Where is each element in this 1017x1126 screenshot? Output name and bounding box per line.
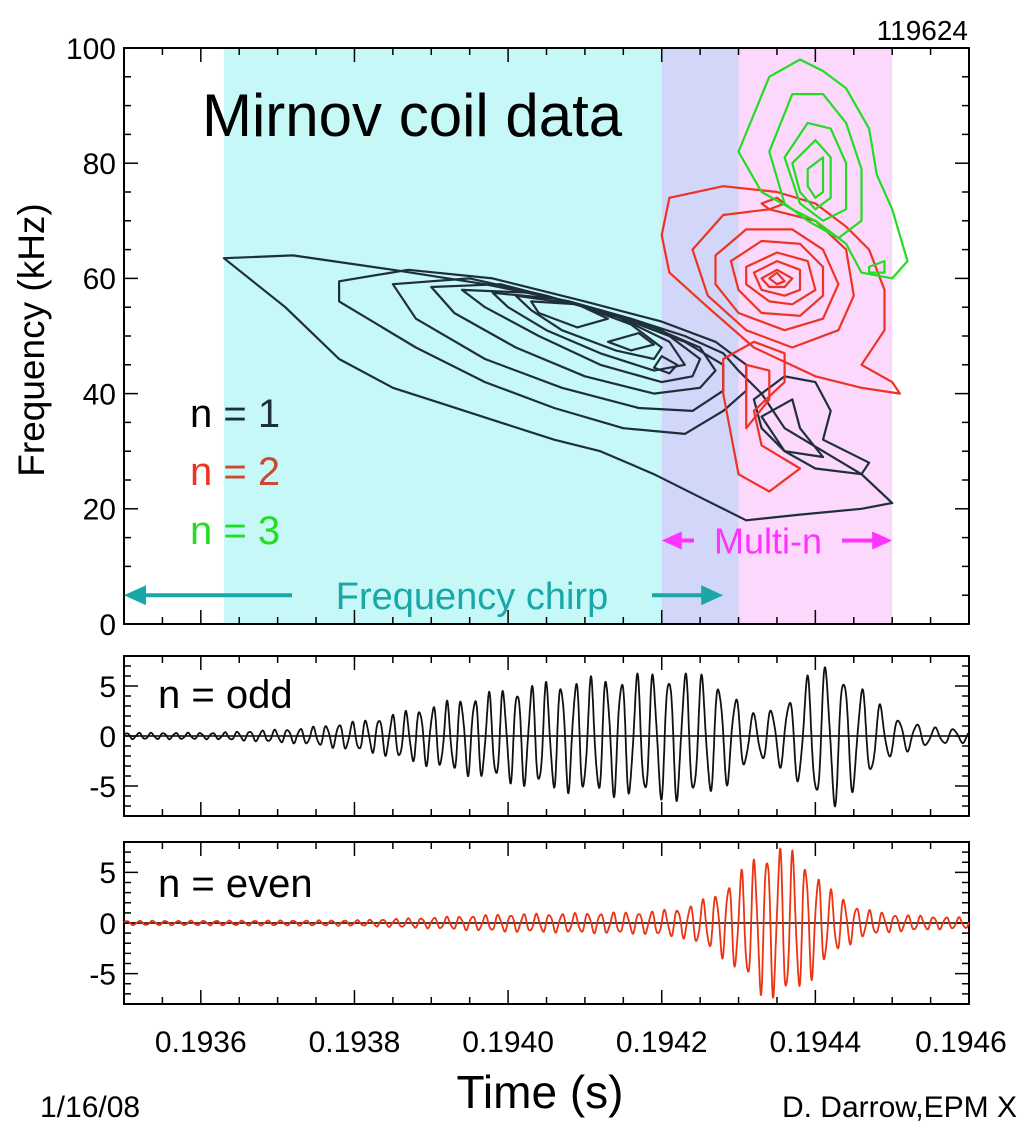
contour-n1-10 xyxy=(752,375,871,476)
even-trace-panel: -5 0 5 n = even xyxy=(89,841,970,1005)
odd-trace-line xyxy=(123,666,970,808)
legend-n1: n = 1 xyxy=(190,392,280,436)
contour-n3-1 xyxy=(768,93,863,240)
contour-n2-3 xyxy=(729,239,825,317)
x-tick-label: 0.1942 xyxy=(616,1026,708,1059)
y-tick-label: 20 xyxy=(83,494,116,527)
even-trace-line xyxy=(123,847,970,999)
legend-n2: n = 2 xyxy=(190,450,280,494)
x-tick-labels: 0.1936 0.1938 0.1940 0.1942 0.1944 0.1946 xyxy=(155,1026,1007,1059)
footer-credit: D. Darrow,EPM X xyxy=(782,1091,1017,1124)
y-tick-label: -5 xyxy=(89,958,116,991)
shot-number: 119624 xyxy=(877,15,968,46)
contour-n1-11 xyxy=(760,398,825,459)
contour-n3-3 xyxy=(791,139,832,211)
y-tick-label: -5 xyxy=(89,771,116,804)
y-tick-label: 80 xyxy=(83,148,116,181)
contour-n2-0 xyxy=(660,185,901,395)
odd-trace xyxy=(123,666,970,808)
legend-n3-prefix: n xyxy=(190,509,212,553)
legend-n1-prefix: n xyxy=(190,392,212,436)
legend: n = 1 n = 2 n = 3 xyxy=(190,392,280,553)
odd-title: n = odd xyxy=(158,673,293,717)
chart-title: Mirnov coil data xyxy=(202,82,623,149)
legend-n2-value: = 2 xyxy=(223,450,280,494)
contour-n3-2 xyxy=(783,121,848,222)
contour-n1-7 xyxy=(530,300,610,329)
y-tick-label: 60 xyxy=(83,263,116,296)
y-tick-label: 0 xyxy=(99,609,116,642)
contour-n2-10 xyxy=(745,363,771,430)
multi-head-left xyxy=(661,531,682,550)
frequency-chirp-label: Frequency chirp xyxy=(336,576,608,618)
even-trace xyxy=(123,847,970,999)
contour-n3-5 xyxy=(868,260,886,274)
x-tick-label: 0.1940 xyxy=(462,1026,554,1059)
contour-n2-6 xyxy=(760,268,794,289)
footer-date: 1/16/08 xyxy=(40,1091,140,1124)
contour-panel: 0 20 40 60 80 100 Frequency chirp Multi-n Mirn… xyxy=(11,15,970,642)
chirp-head-left xyxy=(124,585,146,606)
legend-n3: n = 3 xyxy=(190,509,280,553)
contour-n1-8 xyxy=(606,332,656,352)
x-tick-label: 0.1946 xyxy=(915,1026,1007,1059)
multi-n-label: Multi-n xyxy=(714,520,822,561)
contour-n2-5 xyxy=(752,260,802,297)
x-tick-label: 0.1944 xyxy=(769,1026,861,1059)
y-tick-label: 0 xyxy=(99,908,116,941)
band-chirp xyxy=(223,48,662,624)
contour-n1-6 xyxy=(514,294,663,361)
contour-n1-9 xyxy=(652,355,679,375)
legend-n2-prefix: n xyxy=(190,450,212,494)
contour-lines xyxy=(222,58,909,522)
legend-n3-value: = 3 xyxy=(223,509,280,553)
annotations: Frequency chirp Multi-n xyxy=(124,520,893,618)
contour-n3-4 xyxy=(806,156,825,199)
x-tick-label: 0.1938 xyxy=(309,1026,401,1059)
multi-head-right xyxy=(872,531,893,550)
x-axis-label: Time (s) xyxy=(457,1066,624,1118)
contour-n2-1 xyxy=(691,208,855,349)
contour-n1-1 xyxy=(338,268,748,435)
y-tick-label: 0 xyxy=(99,721,116,754)
contour-n2-7 xyxy=(768,271,786,286)
contour-ticks: 0 20 40 60 80 100 xyxy=(66,33,970,642)
chirp-head-right xyxy=(701,585,724,606)
odd-trace-panel: -5 0 5 n = odd xyxy=(89,655,970,817)
contour-n2-2 xyxy=(714,228,840,332)
legend-n1-value: = 1 xyxy=(223,392,280,436)
y-tick-label: 100 xyxy=(66,33,116,66)
y-tick-label: 5 xyxy=(99,671,116,704)
contour-n2-9 xyxy=(722,340,802,493)
y-tick-label: 40 xyxy=(83,378,116,411)
contour-n2-4 xyxy=(745,251,817,306)
y-axis-label: Frequency (kHz) xyxy=(11,203,52,476)
shaded-bands xyxy=(223,48,893,624)
x-tick-label: 0.1936 xyxy=(155,1026,247,1059)
y-tick-label: 5 xyxy=(99,857,116,890)
contour-n3-0 xyxy=(737,58,909,280)
even-title: n = even xyxy=(158,862,313,906)
